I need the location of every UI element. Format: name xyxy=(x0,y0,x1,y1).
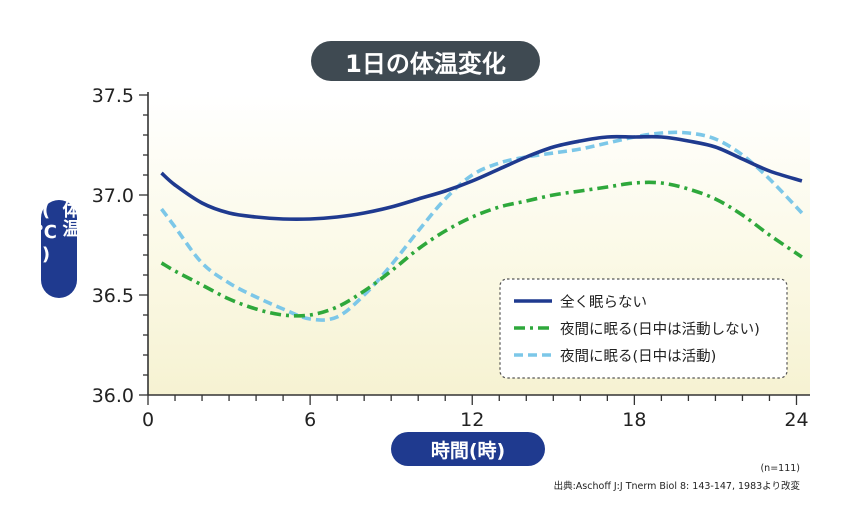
x-tick-label: 18 xyxy=(622,409,646,431)
x-tick-label: 12 xyxy=(460,409,484,431)
y-tick-label: 37.5 xyxy=(92,85,134,107)
chart-title: 1日の体温変化 xyxy=(311,41,540,81)
x-axis: 0 6 12 18 24 xyxy=(142,394,810,431)
legend-label-2: 夜間に眠る(日中は活動しない) xyxy=(560,321,760,338)
y-tick-label: 37.0 xyxy=(92,185,134,207)
sample-size-note: (n=111) xyxy=(760,463,800,474)
x-tick-label: 24 xyxy=(784,409,808,431)
series-layer xyxy=(160,130,804,322)
y-tick-label: 36.0 xyxy=(92,385,134,407)
legend-label-3: 夜間に眠る(日中は活動) xyxy=(560,348,716,365)
x-tick-label: 0 xyxy=(142,409,154,431)
y-tick-label: 36.5 xyxy=(92,285,134,307)
legend-box xyxy=(499,278,788,379)
x-tick-label: 6 xyxy=(304,409,316,431)
legend-label-1: 全く眠らない xyxy=(560,293,647,311)
series-line-2 xyxy=(160,180,803,318)
x-axis-label: 時間(時) xyxy=(391,432,545,466)
y-axis-label: 体温(℃) xyxy=(36,200,81,298)
series-line-3 xyxy=(160,130,804,322)
y-axis: 36.0 36.5 37.0 37.5 xyxy=(92,85,149,407)
source-note: 出典:Aschoff J:J Tnerm Biol 8: 143-147, 19… xyxy=(553,481,800,492)
series-line-1 xyxy=(160,134,803,222)
